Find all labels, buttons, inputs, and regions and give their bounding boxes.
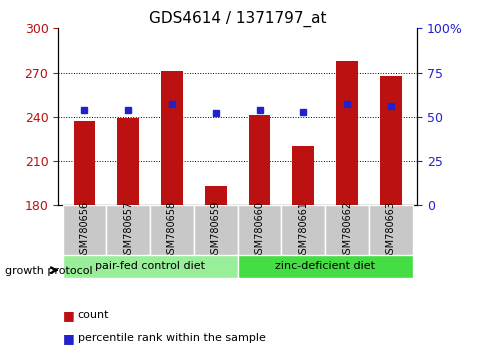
Bar — [62, 255, 237, 278]
Text: growth protocol: growth protocol — [5, 266, 92, 276]
Bar — [237, 255, 412, 278]
Bar — [150, 205, 194, 255]
Text: count: count — [77, 310, 109, 320]
Text: GSM780662: GSM780662 — [341, 200, 351, 260]
Bar — [62, 205, 106, 255]
Text: GSM780663: GSM780663 — [385, 201, 395, 259]
Text: zinc-deficient diet: zinc-deficient diet — [274, 261, 375, 272]
Text: ■: ■ — [63, 332, 75, 344]
Text: ■: ■ — [63, 309, 75, 321]
Text: GSM780660: GSM780660 — [254, 201, 264, 259]
Text: GSM780658: GSM780658 — [166, 200, 177, 260]
Text: GSM780657: GSM780657 — [123, 200, 133, 260]
Text: GSM780659: GSM780659 — [211, 200, 220, 260]
Bar — [379, 75, 401, 205]
Bar — [106, 205, 150, 255]
Text: pair-fed control diet: pair-fed control diet — [95, 261, 205, 272]
Title: GDS4614 / 1371797_at: GDS4614 / 1371797_at — [149, 11, 326, 27]
Bar — [204, 186, 226, 205]
Text: GSM780656: GSM780656 — [79, 200, 89, 260]
Bar — [292, 146, 314, 205]
Text: percentile rank within the sample: percentile rank within the sample — [77, 333, 265, 343]
Bar — [281, 205, 324, 255]
Bar — [194, 205, 237, 255]
Bar — [335, 61, 357, 205]
Bar — [117, 118, 139, 205]
Bar — [248, 115, 270, 205]
Bar — [74, 121, 95, 205]
Bar — [161, 71, 182, 205]
Bar — [324, 205, 368, 255]
Bar — [368, 205, 412, 255]
Text: GSM780661: GSM780661 — [298, 201, 308, 259]
Bar — [237, 205, 281, 255]
